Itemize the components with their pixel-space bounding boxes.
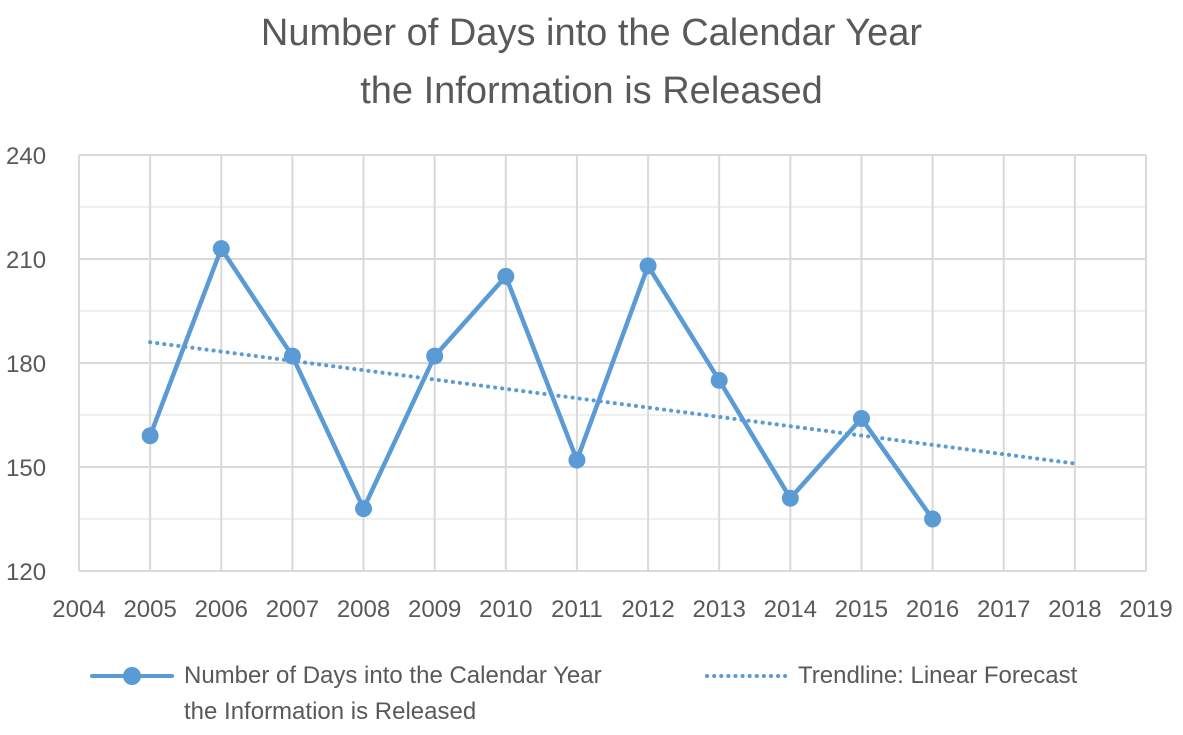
data-point bbox=[426, 347, 444, 365]
y-axis-ticks: 120 150 180 210 240 bbox=[6, 143, 46, 586]
x-tick-label: 2010 bbox=[479, 596, 532, 623]
legend-item-trendline: Trendline: Linear Forecast bbox=[704, 658, 1077, 694]
x-tick-label: 2007 bbox=[266, 596, 319, 623]
legend-series-label-line-1: Number of Days into the Calendar Year bbox=[184, 662, 602, 689]
x-tick-label: 2013 bbox=[693, 596, 746, 623]
data-point bbox=[852, 409, 870, 427]
data-point bbox=[141, 427, 159, 445]
y-tick-label: 240 bbox=[6, 143, 46, 170]
legend-series-swatch bbox=[90, 658, 174, 694]
legend-item-series: Number of Days into the Calendar Year th… bbox=[90, 658, 602, 730]
data-point bbox=[212, 240, 230, 258]
x-tick-label: 2011 bbox=[551, 596, 603, 623]
x-tick-label: 2016 bbox=[906, 596, 959, 623]
chart-title-line-1: Number of Days into the Calendar Year bbox=[260, 12, 923, 54]
data-point bbox=[497, 267, 515, 285]
data-point bbox=[355, 500, 373, 518]
y-tick-label: 210 bbox=[6, 247, 46, 274]
x-tick-label: 2017 bbox=[977, 596, 1030, 623]
data-point bbox=[568, 451, 586, 469]
x-tick-label: 2005 bbox=[123, 596, 176, 623]
legend: Number of Days into the Calendar Year th… bbox=[0, 658, 1183, 735]
x-tick-label: 2006 bbox=[195, 596, 248, 623]
x-tick-label: 2019 bbox=[1119, 596, 1172, 623]
series-line bbox=[147, 246, 935, 522]
grid-lines bbox=[78, 154, 1147, 572]
y-tick-label: 150 bbox=[6, 455, 46, 482]
chart-title-line-2: the Information is Released bbox=[360, 70, 823, 112]
data-point bbox=[710, 371, 728, 389]
x-tick-label: 2008 bbox=[337, 596, 390, 623]
trendline bbox=[148, 340, 1077, 466]
legend-trendline-label: Trendline: Linear Forecast bbox=[798, 662, 1078, 689]
y-tick-label: 120 bbox=[6, 559, 46, 586]
y-tick-label: 180 bbox=[6, 351, 46, 378]
chart-title: Number of Days into the Calendar Year th… bbox=[0, 4, 1183, 120]
x-tick-label: 2015 bbox=[835, 596, 888, 623]
trendline-layer bbox=[148, 340, 1077, 466]
data-point bbox=[781, 489, 799, 507]
x-tick-label: 2014 bbox=[764, 596, 817, 623]
chart-plot: 120 150 180 210 240 2004 2005 2006 2007 2008 2009… bbox=[6, 143, 1173, 623]
series-layer bbox=[141, 240, 942, 528]
x-tick-label: 2009 bbox=[408, 596, 461, 623]
data-point bbox=[283, 347, 301, 365]
legend-series-label: Number of Days into the Calendar Year th… bbox=[184, 658, 602, 730]
legend-series-label-line-2: the Information is Released bbox=[184, 698, 477, 725]
legend-trendline-swatch bbox=[704, 658, 790, 694]
x-tick-label: 2018 bbox=[1048, 596, 1101, 623]
data-point bbox=[924, 510, 942, 528]
x-tick-label: 2012 bbox=[621, 596, 674, 623]
data-point bbox=[639, 257, 657, 275]
x-axis-ticks: 2004 2005 2006 2007 2008 2009 2010 2011 2012 2013… bbox=[52, 596, 1172, 623]
x-tick-label: 2004 bbox=[52, 596, 105, 623]
